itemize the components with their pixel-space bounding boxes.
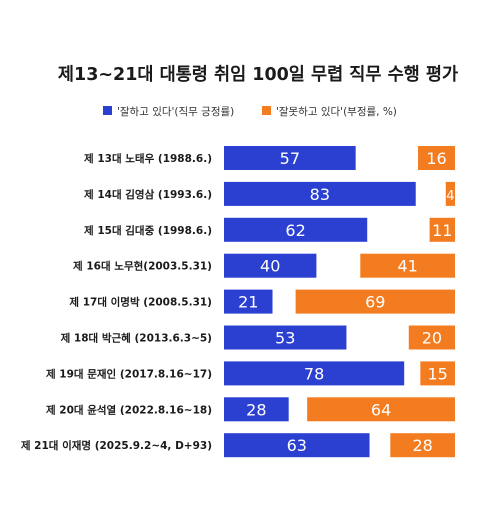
chart-row: 제 16대 노무현(2003.5.31) 40 41 [73, 253, 455, 278]
legend-swatch-negative [262, 106, 271, 115]
bar-negative [390, 433, 455, 458]
chart-row: 제 18대 박근혜 (2013.6.3~5) 53 20 [61, 325, 455, 350]
bar-value-positive: 21 [238, 293, 258, 312]
bar-value-positive: 63 [287, 436, 307, 455]
bar-value-negative: 20 [422, 329, 442, 348]
bar-negative [295, 289, 455, 314]
legend-label-negative: '잘못하고 있다'(부정률, %) [276, 105, 397, 118]
chart-row: 제 21대 이재명 (2025.9.2~4, D+93) 63 28 [21, 433, 455, 458]
bar-positive [224, 325, 347, 350]
legend-label-positive: '잘하고 있다'(직무 긍정률) [117, 105, 234, 118]
bar-negative [445, 181, 455, 206]
chart-row: 제 14대 김영삼 (1993.6.) 83 4 [84, 181, 455, 206]
bar-value-negative: 11 [432, 221, 452, 240]
bar-positive [224, 397, 289, 422]
category-label: 제 14대 김영삼 (1993.6.) [84, 188, 212, 201]
category-label: 제 17대 이명박 (2008.5.31) [69, 296, 212, 309]
bar-negative [420, 361, 455, 386]
bar-value-negative: 69 [365, 293, 385, 312]
bar-positive [224, 433, 370, 458]
bar-value-negative: 41 [397, 257, 417, 276]
category-label: 제 16대 노무현(2003.5.31) [73, 260, 212, 273]
bar-value-positive: 57 [280, 149, 300, 168]
legend-swatch-positive [103, 106, 112, 115]
category-label: 제 19대 문재인 (2017.8.16~17) [46, 367, 212, 380]
legend: '잘하고 있다'(직무 긍정률) '잘못하고 있다'(부정률, %) [103, 105, 397, 118]
bar-negative [408, 325, 455, 350]
chart-row: 제 17대 이명박 (2008.5.31) 21 69 [69, 289, 455, 314]
bar-positive [224, 253, 317, 278]
bar-value-positive: 53 [275, 329, 295, 348]
bar-value-positive: 78 [304, 364, 324, 383]
bar-value-positive: 83 [310, 185, 330, 204]
bar-negative [307, 397, 455, 422]
chart-row: 제 13대 노태우 (1988.6.) 57 16 [84, 146, 455, 170]
chart-row: 제 20대 윤석열 (2022.8.16~18) 28 64 [46, 397, 455, 422]
bar-value-negative: 15 [427, 364, 447, 383]
bar-positive [224, 361, 405, 386]
chart-title: 제13~21대 대통령 취임 100일 무렵 직무 수행 평가 [58, 64, 458, 85]
category-label: 제 15대 김대중 (1998.6.) [84, 224, 212, 237]
bar-value-negative: 4 [446, 189, 454, 204]
bar-negative [418, 146, 455, 170]
chart-rows: 제 13대 노태우 (1988.6.) 57 16 제 14대 김영삼 (1993.6… [21, 146, 455, 458]
bar-negative [429, 217, 455, 242]
bar-value-negative: 16 [426, 149, 446, 168]
bar-value-negative: 64 [371, 400, 391, 419]
bar-value-positive: 40 [260, 257, 280, 276]
bar-positive [224, 289, 273, 314]
chart-row: 제 19대 문재인 (2017.8.16~17) 78 15 [46, 361, 455, 386]
bar-positive [224, 146, 356, 170]
category-label: 제 18대 박근혜 (2013.6.3~5) [61, 332, 212, 345]
bar-value-positive: 62 [285, 221, 305, 240]
category-label: 제 20대 윤석열 (2022.8.16~18) [46, 403, 212, 416]
category-label: 제 21대 이재명 (2025.9.2~4, D+93) [21, 439, 212, 452]
bar-negative [360, 253, 455, 278]
bar-positive [224, 181, 416, 206]
bar-value-positive: 28 [246, 400, 266, 419]
bar-positive [224, 217, 368, 242]
category-label: 제 13대 노태우 (1988.6.) [84, 152, 212, 165]
chart-row: 제 15대 김대중 (1998.6.) 62 11 [84, 217, 455, 242]
bar-value-negative: 28 [412, 436, 432, 455]
